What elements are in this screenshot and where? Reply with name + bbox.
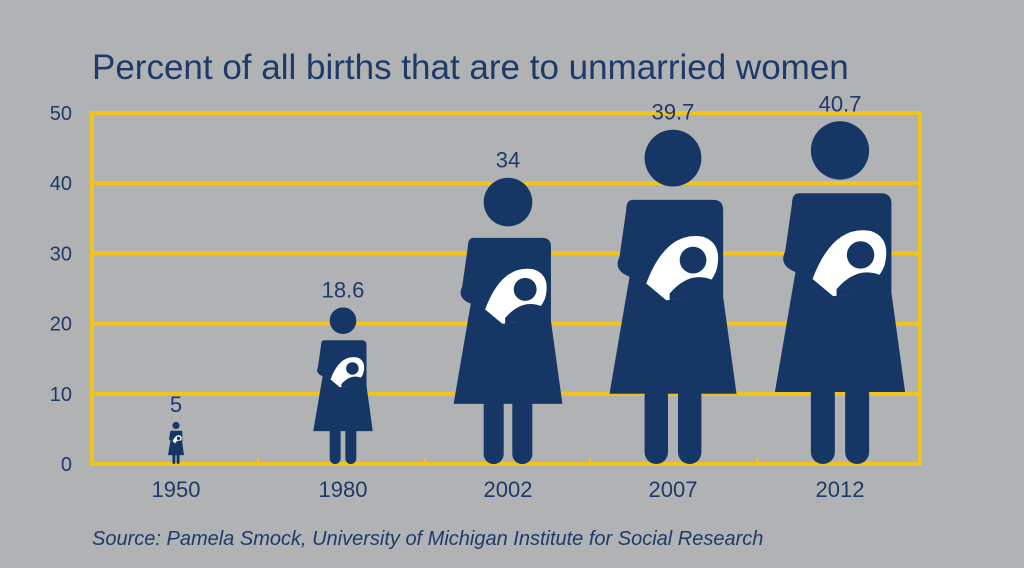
y-axis-ticks: 0 10 20 30 40 50	[50, 103, 72, 476]
chart-title: Percent of all births that are to unmarr…	[92, 48, 849, 87]
y-tick-label: 0	[61, 454, 72, 476]
y-tick-label: 30	[50, 243, 72, 265]
figure-leg	[345, 426, 357, 464]
x-tick-label: 2007	[649, 477, 698, 502]
figure-leg	[483, 395, 504, 464]
figure-leg	[176, 453, 180, 464]
source-note: Source: Pamela Smock, University of Mich…	[92, 528, 764, 550]
y-tick-label: 20	[50, 314, 72, 336]
x-tick-label: 2012	[816, 477, 865, 502]
baby-head	[679, 246, 707, 274]
pictogram-figure	[313, 307, 373, 464]
figure-head	[810, 121, 870, 180]
figure-head	[483, 177, 533, 227]
baby-body	[669, 277, 714, 301]
value-label: 39.7	[652, 100, 695, 125]
figure-leg	[512, 395, 533, 464]
figure-leg	[644, 383, 668, 464]
baby-body	[175, 440, 182, 444]
value-labels: 5 18.6 34 39.7 40.7	[170, 91, 862, 417]
value-label: 18.6	[322, 277, 365, 302]
figure-leg	[678, 383, 702, 464]
figure-head	[172, 421, 180, 430]
x-tick-label: 2002	[484, 477, 533, 502]
figure-leg	[845, 381, 870, 464]
baby-body	[341, 376, 362, 388]
y-tick-label: 40	[50, 173, 72, 195]
y-tick-label: 50	[50, 103, 72, 125]
figure-leg	[329, 426, 341, 464]
figure-head	[644, 129, 702, 187]
baby-head	[346, 362, 359, 375]
baby-head	[846, 241, 875, 269]
pictogram-layer	[168, 121, 906, 464]
figure-head	[329, 307, 357, 335]
x-tick-label: 1980	[319, 477, 368, 502]
value-label: 5	[170, 392, 182, 417]
pictogram-figure	[168, 421, 184, 464]
baby-body	[505, 303, 543, 324]
figure-leg	[172, 453, 176, 464]
y-tick-label: 10	[50, 384, 72, 406]
pictogram-figure	[774, 121, 906, 464]
pictogram-figure	[609, 129, 737, 464]
x-tick-label: 1950	[152, 477, 201, 502]
baby-head	[513, 277, 537, 301]
baby-body	[836, 272, 882, 297]
pictogram-figure	[453, 177, 563, 464]
x-axis-ticks: 1950 1980 2002 2007 2012	[152, 477, 865, 502]
baby-head	[176, 436, 181, 441]
value-label: 34	[496, 148, 520, 173]
value-label: 40.7	[819, 91, 862, 116]
figure-leg	[810, 381, 835, 464]
